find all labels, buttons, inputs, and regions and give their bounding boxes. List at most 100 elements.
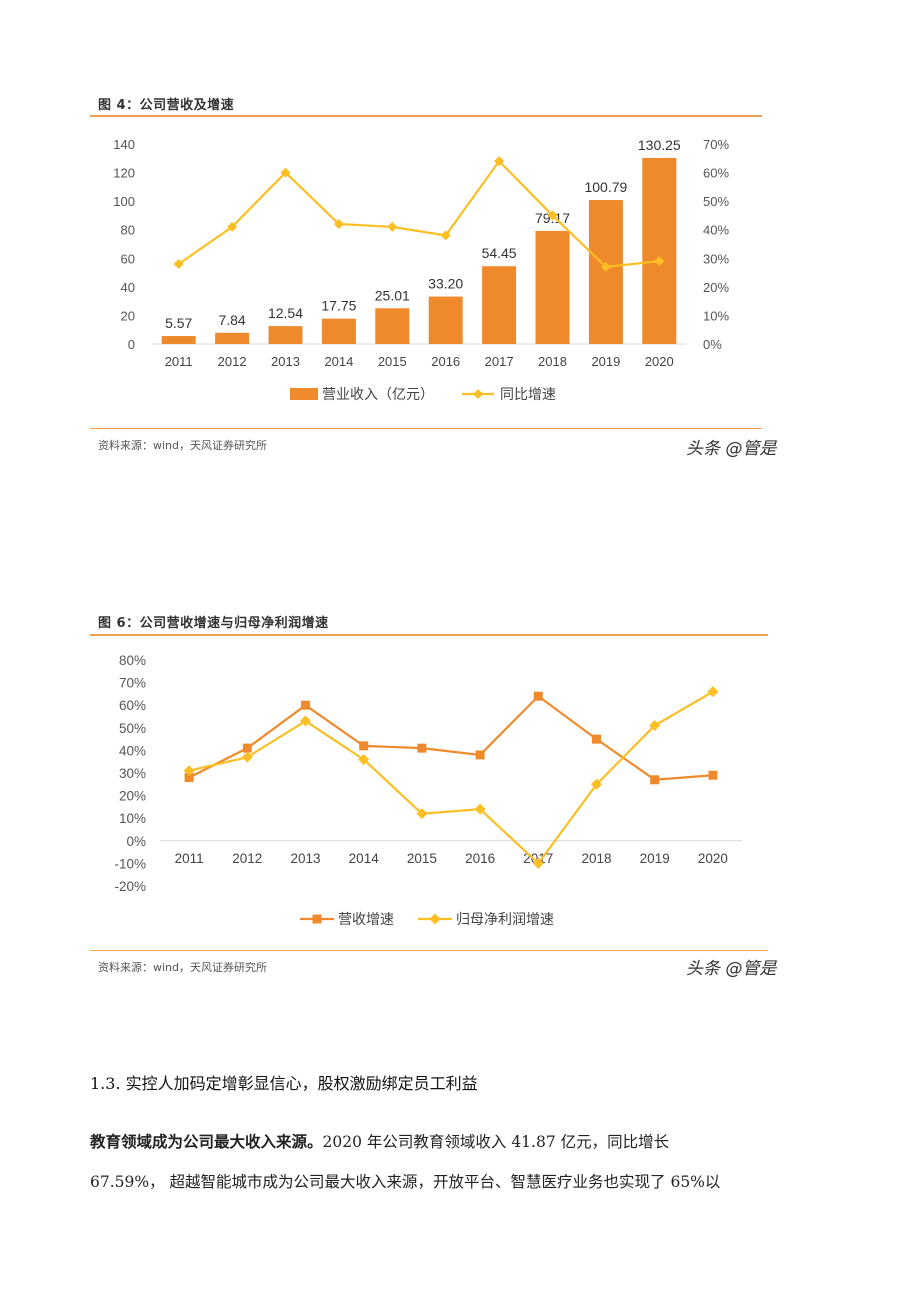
y-right-tick-label: 50% bbox=[703, 194, 729, 209]
x-tick-label: 2015 bbox=[378, 354, 407, 369]
revenue-growth-point bbox=[475, 750, 485, 760]
y-left-tick-label: 0 bbox=[128, 337, 135, 352]
y-right-tick-label: 70% bbox=[703, 137, 729, 152]
watermark: 头条 @管是 bbox=[686, 959, 777, 979]
growth-point bbox=[440, 230, 451, 241]
revenue-growth-point bbox=[650, 775, 660, 785]
revenue-growth-point bbox=[242, 743, 252, 753]
y-left-tick-label: 100 bbox=[113, 194, 135, 209]
revenue-growth-point bbox=[184, 773, 194, 783]
x-tick-label: 2013 bbox=[271, 354, 300, 369]
x-tick-label: 2018 bbox=[581, 851, 611, 866]
growth-chart: 80% 70% 60% 50% 40% 30% 20% 10% 0% -10% -20% 2011 20… bbox=[114, 653, 742, 927]
title-rule bbox=[90, 115, 762, 117]
growth-point bbox=[173, 259, 184, 269]
profit-growth-point bbox=[183, 765, 195, 777]
growth-point bbox=[547, 210, 558, 221]
profit-growth-point bbox=[649, 720, 661, 732]
y-tick-label: -10% bbox=[114, 856, 146, 871]
legend-marker-profit-growth bbox=[429, 913, 441, 925]
x-tick-label: 2014 bbox=[349, 851, 380, 866]
growth-line bbox=[178, 159, 660, 269]
y-tick-label: 40% bbox=[119, 743, 146, 758]
x-tick-label: 2016 bbox=[465, 851, 495, 866]
revenue-data-label: 12.54 bbox=[268, 305, 303, 321]
y-tick-label: -20% bbox=[114, 879, 146, 894]
revenue-data-label: 17.75 bbox=[321, 298, 356, 314]
profit-growth-point bbox=[300, 715, 311, 727]
revenue-bar bbox=[268, 326, 303, 344]
revenue-bar bbox=[215, 332, 250, 344]
y-left-tick-label: 140 bbox=[113, 137, 135, 152]
profit-growth-point bbox=[532, 857, 544, 869]
profit-growth-point bbox=[358, 753, 370, 765]
x-tick-label: 2019 bbox=[591, 354, 620, 369]
y-tick-label: 60% bbox=[119, 698, 146, 713]
legend-label-growth: 同比增速 bbox=[500, 386, 556, 402]
y-tick-label: 10% bbox=[119, 811, 146, 826]
revenue-bar bbox=[428, 296, 463, 344]
x-tick-label: 2015 bbox=[407, 851, 437, 866]
paragraph-text: 2020 年公司教育领域收入 41.87 亿元，同比增长 bbox=[322, 1133, 670, 1151]
revenue-data-label: 130.25 bbox=[638, 137, 681, 153]
y-left-tick-label: 20 bbox=[121, 308, 135, 323]
y-left-tick-label: 60 bbox=[121, 251, 135, 266]
figure-revenue-growth: 图 4：公司营收及增速 0 20 40 60 80 100 120 140 0% 10% 20% 30… bbox=[0, 0, 920, 470]
x-tick-label: 2012 bbox=[232, 851, 262, 866]
y-left-tick-label: 80 bbox=[121, 223, 135, 238]
revenue-data-label: 100.79 bbox=[584, 179, 627, 195]
growth-point bbox=[494, 156, 505, 167]
y-right-tick-label: 0% bbox=[703, 337, 722, 352]
revenue-growth-point bbox=[301, 700, 310, 710]
y-right-tick-label: 10% bbox=[703, 308, 729, 323]
revenue-bar bbox=[321, 318, 356, 344]
x-tick-label: 2011 bbox=[165, 354, 193, 369]
legend-swatch-revenue bbox=[290, 388, 318, 400]
revenue-data-label: 33.20 bbox=[428, 276, 463, 292]
growth-point bbox=[280, 167, 291, 178]
profit-growth-point bbox=[241, 751, 253, 763]
source-rule bbox=[90, 428, 762, 429]
revenue-data-label: 7.84 bbox=[218, 312, 245, 328]
x-tick-label: 2012 bbox=[218, 354, 247, 369]
revenue-chart: 0 20 40 60 80 100 120 140 0% 10% 20% 30% 40% 50% 60% 70… bbox=[113, 137, 729, 402]
y-left-tick-label: 120 bbox=[113, 166, 135, 181]
y-tick-label: 80% bbox=[119, 653, 146, 668]
figure-title: 图 4：公司营收及增速 bbox=[98, 98, 235, 113]
legend-label-profit-growth: 归母净利润增速 bbox=[456, 911, 554, 927]
x-tick-label: 2011 bbox=[175, 851, 204, 866]
y-right-tick-label: 20% bbox=[703, 280, 729, 295]
legend-marker-revenue-growth bbox=[312, 914, 322, 924]
revenue-growth-point bbox=[708, 770, 718, 780]
revenue-bar bbox=[642, 157, 677, 344]
revenue-growth-point bbox=[359, 741, 369, 751]
y-right-tick-label: 60% bbox=[703, 166, 729, 181]
y-left-tick-label: 40 bbox=[121, 280, 135, 295]
figure-growth-compare: 图 6：公司营收增速与归母净利润增速 80% 70% 60% 50% 40% 30% 20%… bbox=[90, 616, 777, 979]
revenue-data-label: 25.01 bbox=[375, 287, 410, 303]
revenue-bar bbox=[535, 230, 570, 344]
growth-point bbox=[600, 261, 611, 272]
revenue-growth-point bbox=[592, 734, 601, 744]
legend-label-revenue-growth: 营收增速 bbox=[338, 911, 394, 927]
x-tick-label: 2020 bbox=[645, 354, 674, 369]
y-tick-label: 0% bbox=[126, 834, 146, 849]
source-note: 资料来源：wind，天风证券研究所 bbox=[98, 961, 268, 974]
growth-point bbox=[333, 219, 344, 229]
profit-growth-point bbox=[416, 808, 428, 820]
x-tick-label: 2013 bbox=[290, 851, 320, 866]
revenue-data-label: 54.45 bbox=[482, 245, 517, 261]
legend-marker-growth bbox=[473, 389, 483, 399]
figure-title: 图 6：公司营收增速与归母净利润增速 bbox=[98, 616, 329, 631]
x-tick-label: 2020 bbox=[698, 851, 728, 866]
profit-growth-point bbox=[707, 686, 719, 698]
y-right-tick-label: 40% bbox=[703, 223, 729, 238]
y-tick-label: 20% bbox=[119, 789, 146, 804]
paragraph-line-2: 67.59%， 超越智能城市成为公司最大收入来源，开放平台、智慧医疗业务也实现了… bbox=[90, 1173, 721, 1191]
y-tick-label: 30% bbox=[119, 766, 146, 781]
paragraph-line-1: 教育领域成为公司最大收入来源。2020 年公司教育领域收入 41.87 亿元，同… bbox=[90, 1130, 830, 1152]
source-rule bbox=[90, 950, 768, 951]
profit-growth-point bbox=[474, 803, 486, 815]
paragraph-lead: 教育领域成为公司最大收入来源。 bbox=[90, 1132, 323, 1151]
profit-growth-point bbox=[591, 778, 602, 790]
